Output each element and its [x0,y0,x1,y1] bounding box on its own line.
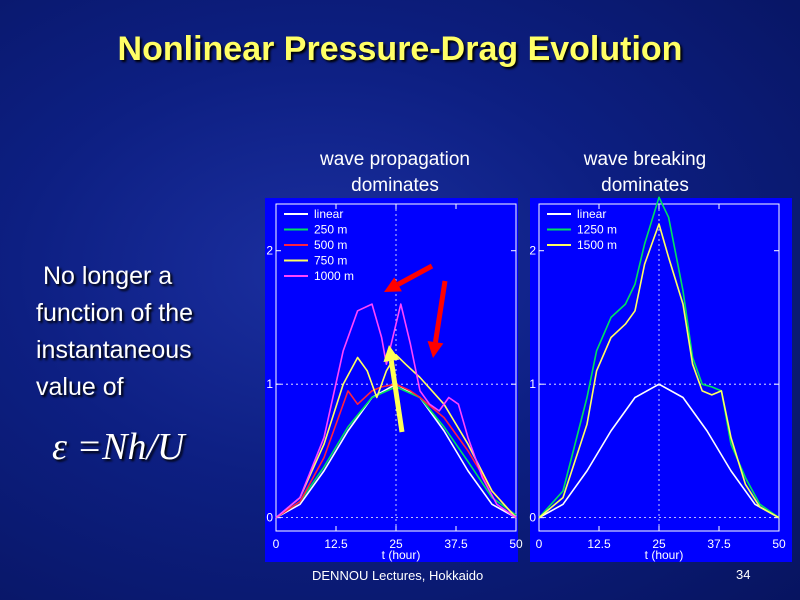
series-line-1500-m [538,223,780,519]
page-number: 34 [736,567,751,582]
plot-background [530,198,792,562]
side-note-line-1: No longer a [36,262,173,290]
y-tick-label: 0 [529,511,536,525]
y-tick-label: 1 [529,377,536,391]
red-arrow-secondary-head [427,340,444,358]
legend-label: 1000 m [314,269,354,283]
x-tick-label: 37.5 [444,537,468,551]
x-axis-label: t (hour) [382,548,421,562]
left-caption-line-1: wave propagation [320,149,470,170]
right-caption-line-2: dominates [601,175,689,196]
series-line-1000-m [275,303,517,519]
legend-label: 500 m [314,238,347,252]
x-tick-label: 25 [389,537,403,551]
plot-background [265,198,518,562]
legend-label: 1250 m [577,223,617,237]
x-tick-label: 12.5 [324,537,348,551]
series-line-750-m [275,353,517,519]
side-note-line-2: function of the [36,299,194,327]
epsilon-formula: ε =Nh/U [52,426,185,468]
left-plot-caption: wave propagation dominates [295,147,495,199]
x-axis-label: t (hour) [645,548,684,562]
x-tick-label: 37.5 [707,537,731,551]
red-arrow-peak-shaft [396,263,434,287]
side-note: No longer a function of the instantaneou… [36,258,246,406]
yellow-arrow-shaft [388,360,405,433]
y-tick-label: 2 [266,244,273,258]
slide-title: Nonlinear Pressure-Drag Evolution [117,30,683,68]
red-arrow-secondary-shaft [432,280,448,343]
side-note-line-3: instantaneous [36,336,192,364]
legend-label: linear [314,207,343,221]
right-caption-line-1: wave breaking [583,149,707,170]
x-tick-label: 12.5 [587,537,611,551]
series-line-1250-m [538,196,780,519]
side-note-line-4: value of [36,373,124,401]
yellow-arrow-head [383,345,400,363]
y-tick-label: 1 [266,377,273,391]
x-tick-label: 0 [536,537,543,551]
right-plot-caption: wave breaking dominates [545,147,745,199]
x-tick-label: 25 [652,537,666,551]
legend-label: 750 m [314,254,347,268]
red-arrow-peak-head [384,277,402,292]
left-caption-line-2: dominates [351,175,439,196]
x-tick-label: 50 [509,537,523,551]
legend-label: linear [577,207,606,221]
y-tick-label: 2 [529,244,536,258]
footer-text: DENNOU Lectures, Hokkaido [312,568,484,583]
legend-label: 1500 m [577,238,617,252]
x-tick-label: 0 [273,537,280,551]
y-tick-label: 0 [266,511,273,525]
series-line-linear [538,383,780,519]
plot-panel-2: 0 12.5 25 37.5 50 0 1 2 t (hour) linear 1250 m1500… [529,196,792,562]
series-line-500-m [275,383,517,519]
legend-label: 250 m [314,223,347,237]
x-tick-label: 50 [772,537,786,551]
